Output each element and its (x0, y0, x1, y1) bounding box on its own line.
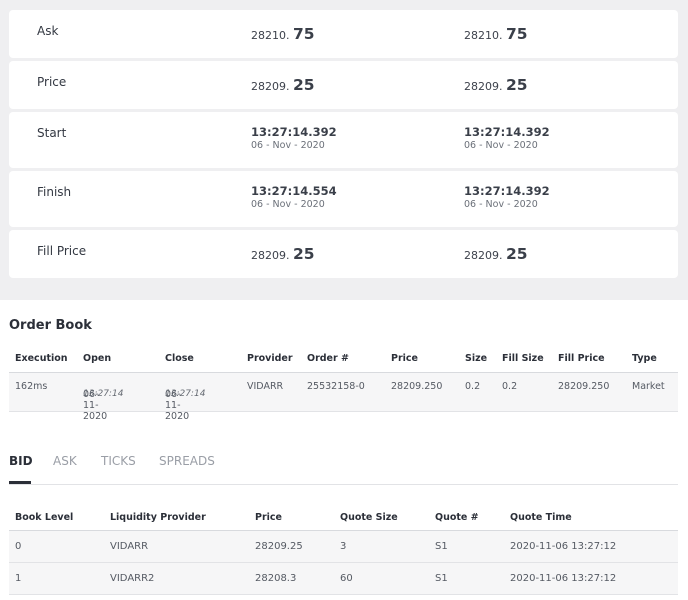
tab-ticks[interactable]: TICKS (101, 454, 136, 468)
size-cell: 0.2 (465, 381, 481, 392)
open-date: 06-11-2020 (83, 389, 108, 422)
tab-ask[interactable]: ASK (53, 454, 77, 468)
order-book-header: Execution Open Close Provider Order # Pr… (9, 344, 678, 374)
date-value: 06 - Nov - 2020 (464, 140, 538, 151)
column-header-size: Size (465, 353, 488, 364)
book-level-cell: 1 (15, 573, 22, 584)
column-header-fill-size: Fill Size (502, 353, 544, 364)
tab-spreads[interactable]: SPREADS (159, 454, 215, 468)
column-header-book-level: Book Level (15, 512, 74, 523)
value-decimal: 25 (293, 245, 315, 263)
value-integer: 28209. (251, 249, 290, 262)
summary-label: Finish (37, 185, 72, 199)
value-integer: 28209. (464, 80, 503, 93)
summary-datetime-right: 13:27:14.392 06 - Nov - 2020 (464, 184, 550, 210)
summary-label: Ask (37, 24, 59, 38)
value-integer: 28209. (464, 249, 503, 262)
quote-time-cell: 2020-11-06 13:27:12 (510, 573, 617, 584)
value-decimal: 25 (293, 76, 315, 94)
date-value: 06 - Nov - 2020 (464, 199, 538, 210)
value-integer: 28210. (464, 29, 503, 42)
order-book-title: Order Book (9, 318, 92, 333)
provider-cell: VIDARR (247, 381, 284, 392)
column-header-price: Price (391, 353, 418, 364)
market-depth-tabs: BID ASK TICKS SPREADS (9, 452, 678, 485)
type-cell: Market (632, 381, 665, 392)
quote-size-cell: 60 (340, 573, 353, 584)
summary-label: Start (37, 126, 67, 140)
column-header-fill-price: Fill Price (558, 353, 605, 364)
summary-value-right: 28209. 25 (464, 245, 528, 263)
value-integer: 28209. (251, 80, 290, 93)
summary-card-fill-price: Fill Price 28209. 25 28209. 25 (9, 230, 678, 278)
time-value: 13:27:14.392 (464, 125, 550, 139)
close-time: 13:27:14 (165, 389, 206, 399)
column-header-open: Open (83, 353, 112, 364)
time-value: 13:27:14.392 (251, 125, 337, 139)
fill-price-cell: 28209.250 (558, 381, 610, 392)
column-header-order-number: Order # (307, 353, 349, 364)
quote-time-cell: 2020-11-06 13:27:12 (510, 541, 617, 552)
value-decimal: 75 (506, 25, 528, 43)
book-level-cell: 0 (15, 541, 22, 552)
price-cell: 28208.3 (255, 573, 297, 584)
value-decimal: 25 (506, 76, 528, 94)
column-header-close: Close (165, 353, 194, 364)
quote-number-cell: S1 (435, 573, 448, 584)
summary-card-ask: Ask 28210. 75 28210. 75 (9, 10, 678, 58)
summary-card-start: Start 13:27:14.392 06 - Nov - 2020 13:27:… (9, 112, 678, 168)
summary-datetime-left: 13:27:14.392 06 - Nov - 2020 (251, 125, 337, 151)
price-cell: 28209.250 (391, 381, 443, 392)
column-header-quote-number: Quote # (435, 512, 479, 523)
active-tab-indicator (9, 481, 31, 484)
bid-table-row[interactable]: 1 VIDARR2 28208.3 60 S1 2020-11-06 13:27… (9, 563, 678, 595)
summary-datetime-right: 13:27:14.392 06 - Nov - 2020 (464, 125, 550, 151)
time-value: 13:27:14.554 (251, 184, 337, 198)
summary-card-price: Price 28209. 25 28209. 25 (9, 61, 678, 109)
date-value: 06 - Nov - 2020 (251, 140, 325, 151)
summary-label: Fill Price (37, 244, 87, 258)
summary-card-finish: Finish 13:27:14.554 06 - Nov - 2020 13:27… (9, 171, 678, 227)
summary-label: Price (37, 75, 67, 89)
column-header-execution: Execution (15, 353, 68, 364)
date-value: 06 - Nov - 2020 (251, 199, 325, 210)
summary-value-left: 28209. 25 (251, 76, 315, 94)
order-book-row[interactable]: 162ms 06-11-2020 13:27:14 06-11-2020 13:27… (9, 373, 678, 422)
quote-number-cell: S1 (435, 541, 448, 552)
value-decimal: 25 (506, 245, 528, 263)
value-decimal: 75 (293, 25, 315, 43)
order-number-cell: 25532158-0 (307, 381, 365, 392)
summary-value-left: 28210. 75 (251, 25, 315, 43)
quote-size-cell: 3 (340, 541, 347, 552)
summary-value-left: 28209. 25 (251, 245, 315, 263)
value-integer: 28210. (251, 29, 290, 42)
column-header-price: Price (255, 512, 282, 523)
trade-summary-panel: Ask 28210. 75 28210. 75 Price 28209. 25 … (0, 0, 688, 300)
bid-table-row[interactable]: 0 VIDARR 28209.25 3 S1 2020-11-06 13:27:… (9, 531, 678, 563)
bid-table-header: Book Level Liquidity Provider Price Quot… (9, 504, 678, 532)
execution-cell: 162ms (15, 381, 48, 392)
liquidity-provider-cell: VIDARR (110, 541, 149, 552)
column-header-quote-time: Quote Time (510, 512, 572, 523)
column-header-quote-size: Quote Size (340, 512, 398, 523)
column-header-type: Type (632, 353, 657, 364)
time-value: 13:27:14.392 (464, 184, 550, 198)
summary-datetime-left: 13:27:14.554 06 - Nov - 2020 (251, 184, 337, 210)
column-header-provider: Provider (247, 353, 293, 364)
column-header-liquidity-provider: Liquidity Provider (110, 512, 206, 523)
summary-value-right: 28210. 75 (464, 25, 528, 43)
close-date: 06-11-2020 (165, 389, 190, 422)
open-time: 13:27:14 (83, 389, 124, 399)
tab-bid[interactable]: BID (9, 454, 33, 468)
fill-size-cell: 0.2 (502, 381, 518, 392)
liquidity-provider-cell: VIDARR2 (110, 573, 155, 584)
price-cell: 28209.25 (255, 541, 303, 552)
summary-value-right: 28209. 25 (464, 76, 528, 94)
